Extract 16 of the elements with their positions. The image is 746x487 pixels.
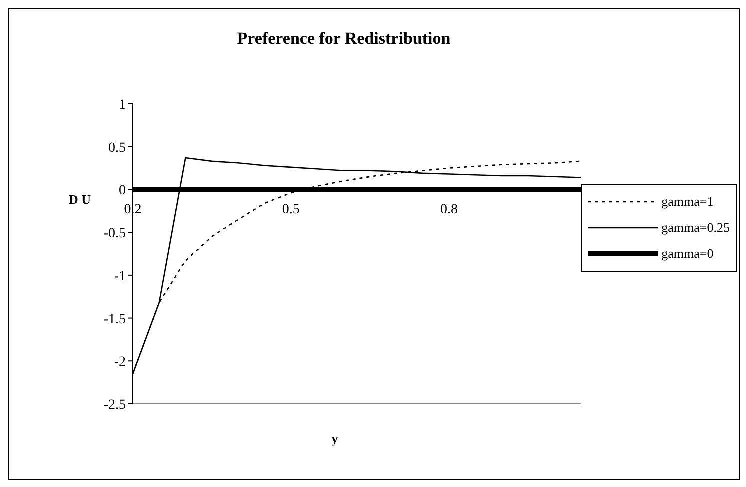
y-tick-label: -2.5	[104, 398, 126, 413]
text: gamma=0	[662, 246, 714, 262]
y-tick-label: -0.5	[104, 226, 126, 242]
y-tick-label: 1	[119, 98, 126, 113]
y-tick-label: -1.5	[104, 312, 126, 328]
y-tick-label: 0	[119, 184, 126, 199]
x-tick-label: 0.5	[282, 202, 300, 218]
chart-title: Preference for Redistribution	[236, 29, 452, 49]
x-axis-title: y	[330, 431, 340, 447]
y-axis-title: D U	[69, 192, 92, 208]
y-tick-label: 0.5	[108, 140, 126, 156]
text: gamma=1	[662, 194, 714, 210]
x-tick-label: 0.8	[440, 202, 458, 218]
text: gamma=0.25	[662, 220, 730, 236]
y-tick-label: -2	[114, 355, 126, 370]
y-tick-label: -1	[114, 269, 126, 284]
